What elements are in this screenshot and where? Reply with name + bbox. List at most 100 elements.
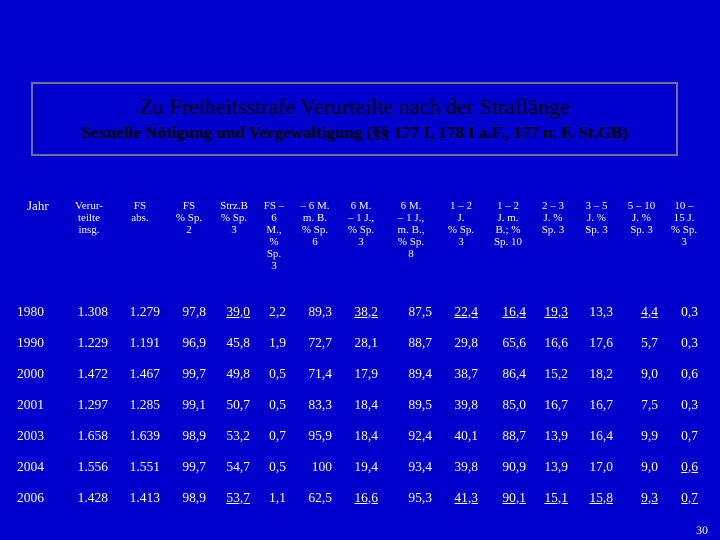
table-cell: 1.413 bbox=[114, 482, 166, 513]
table-cell: 0,7 bbox=[664, 482, 704, 513]
cell-value: 39,0 bbox=[226, 303, 250, 319]
table-cell: 1,1 bbox=[256, 482, 292, 513]
cell-value: 15,1 bbox=[544, 489, 568, 505]
table-cell: 85,0 bbox=[484, 389, 532, 420]
table-cell: 1.639 bbox=[114, 420, 166, 451]
cell-value: 86,4 bbox=[502, 365, 526, 381]
cell-value: 19,3 bbox=[544, 303, 568, 319]
cell-value: 87,5 bbox=[408, 303, 432, 319]
cell-value: 9,3 bbox=[641, 489, 658, 505]
table-cell: 89,5 bbox=[384, 389, 438, 420]
cell-value: 13,3 bbox=[589, 303, 613, 319]
table-cell: 38,2 bbox=[338, 296, 384, 327]
table-cell: 9,0 bbox=[619, 358, 664, 389]
table-row: 1990 1.229 1.191 96,9 45,8 1,9 72,7 28,1 88,7 29,… bbox=[17, 327, 704, 358]
table-cell: 9,9 bbox=[619, 420, 664, 451]
table-cell: 93,4 bbox=[384, 451, 438, 482]
table-cell: 1.297 bbox=[64, 389, 114, 420]
cell-value: 89,5 bbox=[408, 396, 432, 412]
cell-value: 1.556 bbox=[77, 458, 108, 474]
table-cell: 0,5 bbox=[256, 389, 292, 420]
table-cell: 98,9 bbox=[166, 482, 212, 513]
slide-subtitle: Sexuelle Nötigung und Vergewaltigung (§§… bbox=[81, 123, 628, 142]
table-row: 2001 1.297 1.285 99,1 50,7 0,5 83,3 18,4 89,5 39,… bbox=[17, 389, 704, 420]
cell-value: 95,9 bbox=[308, 427, 332, 443]
cell-value: 38,2 bbox=[354, 303, 378, 319]
row-year-cell: 1980 bbox=[17, 296, 64, 327]
table-cell: 2,2 bbox=[256, 296, 292, 327]
table-cell: 17,6 bbox=[574, 327, 619, 358]
table-cell: 95,3 bbox=[384, 482, 438, 513]
table-cell: 0,3 bbox=[664, 389, 704, 420]
row-year-cell: 1990 bbox=[17, 327, 64, 358]
table-cell: 15,1 bbox=[532, 482, 574, 513]
table-cell: 49,8 bbox=[212, 358, 256, 389]
table-cell: 16,7 bbox=[574, 389, 619, 420]
table-cell: 1.658 bbox=[64, 420, 114, 451]
table-cell: 16,6 bbox=[532, 327, 574, 358]
table-cell: 71,4 bbox=[292, 358, 338, 389]
table-cell: 65,6 bbox=[484, 327, 532, 358]
table-cell: 1.308 bbox=[64, 296, 114, 327]
column-header: 1 – 2 J. m. B.; % Sp. 10 bbox=[493, 200, 523, 248]
column-header: Verur- teilte insg. bbox=[75, 200, 103, 236]
cell-value: 53,2 bbox=[226, 427, 250, 443]
table-cell: 100 bbox=[292, 451, 338, 482]
table-cell: 39,8 bbox=[438, 389, 484, 420]
cell-value: 16,4 bbox=[502, 303, 526, 319]
cell-value: 0,6 bbox=[681, 458, 698, 474]
table-cell: 1.229 bbox=[64, 327, 114, 358]
cell-value: 18,2 bbox=[589, 365, 613, 381]
cell-value: 99,1 bbox=[182, 396, 206, 412]
cell-value: 49,8 bbox=[226, 365, 250, 381]
table-cell: 1.279 bbox=[114, 296, 166, 327]
cell-value: 1990 bbox=[17, 334, 44, 350]
cell-value: 99,7 bbox=[182, 365, 206, 381]
table-cell: 41,3 bbox=[438, 482, 484, 513]
table-cell: 53,2 bbox=[212, 420, 256, 451]
table-cell: 0,6 bbox=[664, 358, 704, 389]
table-cell: 28,1 bbox=[338, 327, 384, 358]
table-cell: 13,9 bbox=[532, 451, 574, 482]
cell-value: 93,4 bbox=[408, 458, 432, 474]
table-cell: 18,4 bbox=[338, 420, 384, 451]
cell-value: 92,4 bbox=[408, 427, 432, 443]
cell-value: 90,1 bbox=[502, 489, 526, 505]
table-cell: 0,7 bbox=[256, 420, 292, 451]
header-row: Jahr Verur- teilte insg. FS abs. FS % Sp. 2… bbox=[17, 192, 704, 296]
cell-value: 96,9 bbox=[182, 334, 206, 350]
cell-value: 1.413 bbox=[129, 489, 160, 505]
table-cell: 86,4 bbox=[484, 358, 532, 389]
table-cell: 50,7 bbox=[212, 389, 256, 420]
table-cell: 96,9 bbox=[166, 327, 212, 358]
cell-value: 45,8 bbox=[226, 334, 250, 350]
cell-value: 1.639 bbox=[129, 427, 160, 443]
row-year-cell: 2003 bbox=[17, 420, 64, 451]
title-box: Zu Freiheitsstrafe Verurteilte nach der … bbox=[31, 82, 678, 156]
table-row: 2006 1.428 1.413 98,9 53,7 1,1 62,5 16,6 95,3 41,… bbox=[17, 482, 704, 513]
table-cell: 9,3 bbox=[619, 482, 664, 513]
column-header-jahr: Jahr bbox=[27, 198, 49, 213]
cell-value: 85,0 bbox=[502, 396, 526, 412]
table-cell: 16,6 bbox=[338, 482, 384, 513]
cell-value: 18,4 bbox=[354, 427, 378, 443]
cell-value: 0,5 bbox=[269, 458, 286, 474]
cell-value: 1.308 bbox=[77, 303, 108, 319]
table-cell: 1.191 bbox=[114, 327, 166, 358]
column-header: 6 M. – 1 J., % Sp. 3 bbox=[347, 200, 375, 248]
table-row: 2004 1.556 1.551 99,7 54,7 0,5 100 19,4 93,4 39,8… bbox=[17, 451, 704, 482]
table-cell: 92,4 bbox=[384, 420, 438, 451]
column-header: 6 M. – 1 J., m. B., % Sp. 8 bbox=[397, 200, 425, 260]
cell-value: 7,5 bbox=[641, 396, 658, 412]
table-cell: 29,8 bbox=[438, 327, 484, 358]
table-cell: 13,9 bbox=[532, 420, 574, 451]
table-row: 2003 1.658 1.639 98,9 53,2 0,7 95,9 18,4 92,4 40,… bbox=[17, 420, 704, 451]
cell-value: 15,2 bbox=[544, 365, 568, 381]
cell-value: 16,4 bbox=[589, 427, 613, 443]
table-cell: 88,7 bbox=[484, 420, 532, 451]
table-cell: 99,1 bbox=[166, 389, 212, 420]
cell-value: 2,2 bbox=[269, 303, 286, 319]
cell-value: 99,7 bbox=[182, 458, 206, 474]
table-cell: 99,7 bbox=[166, 451, 212, 482]
cell-value: 71,4 bbox=[308, 365, 332, 381]
